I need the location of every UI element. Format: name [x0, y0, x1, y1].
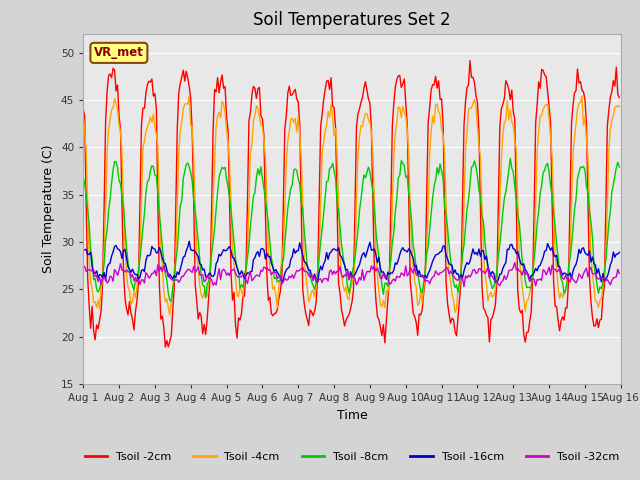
Tsoil -8cm: [145, 177, 153, 183]
Tsoil -32cm: [511, 260, 518, 265]
Tsoil -2cm: [466, 58, 474, 63]
Y-axis label: Soil Temperature (C): Soil Temperature (C): [42, 144, 56, 273]
Tsoil -32cm: [257, 267, 265, 273]
Tsoil -4cm: [317, 201, 324, 206]
Legend: Tsoil -2cm, Tsoil -4cm, Tsoil -8cm, Tsoil -16cm, Tsoil -32cm: Tsoil -2cm, Tsoil -4cm, Tsoil -8cm, Tsoi…: [80, 447, 624, 466]
Tsoil -4cm: [260, 137, 268, 143]
Tsoil -4cm: [145, 120, 153, 126]
Tsoil -16cm: [268, 260, 275, 266]
Tsoil -16cm: [616, 250, 623, 255]
Tsoil -2cm: [259, 116, 266, 122]
Tsoil -32cm: [460, 284, 468, 289]
Tsoil -2cm: [79, 106, 87, 112]
Tsoil -32cm: [616, 271, 623, 276]
Tsoil -8cm: [589, 234, 596, 240]
Tsoil -32cm: [589, 271, 596, 276]
Tsoil -8cm: [616, 164, 623, 170]
Tsoil -32cm: [266, 267, 274, 273]
Tsoil -2cm: [145, 78, 153, 84]
Tsoil -16cm: [145, 253, 153, 259]
X-axis label: Time: Time: [337, 408, 367, 421]
Tsoil -8cm: [268, 255, 275, 261]
Text: VR_met: VR_met: [94, 47, 144, 60]
Tsoil -4cm: [269, 287, 276, 292]
Line: Tsoil -8cm: Tsoil -8cm: [83, 158, 620, 301]
Tsoil -4cm: [616, 104, 623, 109]
Tsoil -16cm: [186, 239, 193, 244]
Tsoil -2cm: [241, 293, 248, 299]
Tsoil -16cm: [317, 264, 324, 269]
Tsoil -8cm: [316, 254, 323, 260]
Tsoil -16cm: [314, 279, 321, 285]
Tsoil -2cm: [268, 311, 275, 316]
Line: Tsoil -32cm: Tsoil -32cm: [83, 263, 620, 287]
Tsoil -2cm: [589, 314, 596, 320]
Tsoil -32cm: [239, 272, 247, 277]
Tsoil -4cm: [186, 93, 193, 99]
Tsoil -2cm: [316, 200, 323, 206]
Tsoil -4cm: [242, 272, 250, 277]
Tsoil -8cm: [79, 175, 87, 180]
Tsoil -32cm: [314, 278, 321, 284]
Line: Tsoil -4cm: Tsoil -4cm: [83, 96, 620, 315]
Tsoil -2cm: [616, 95, 623, 100]
Tsoil -16cm: [241, 276, 248, 281]
Tsoil -16cm: [259, 246, 266, 252]
Tsoil -2cm: [161, 344, 169, 350]
Tsoil -16cm: [589, 254, 596, 260]
Tsoil -4cm: [166, 312, 173, 318]
Tsoil -32cm: [145, 276, 153, 281]
Line: Tsoil -2cm: Tsoil -2cm: [83, 60, 620, 347]
Tsoil -8cm: [241, 273, 248, 279]
Title: Soil Temperatures Set 2: Soil Temperatures Set 2: [253, 11, 451, 29]
Tsoil -8cm: [259, 175, 266, 181]
Tsoil -32cm: [79, 264, 87, 270]
Line: Tsoil -16cm: Tsoil -16cm: [83, 241, 620, 282]
Tsoil -8cm: [168, 298, 175, 304]
Tsoil -4cm: [589, 271, 596, 277]
Tsoil -16cm: [79, 247, 87, 253]
Tsoil -8cm: [506, 156, 514, 161]
Tsoil -4cm: [79, 112, 87, 118]
